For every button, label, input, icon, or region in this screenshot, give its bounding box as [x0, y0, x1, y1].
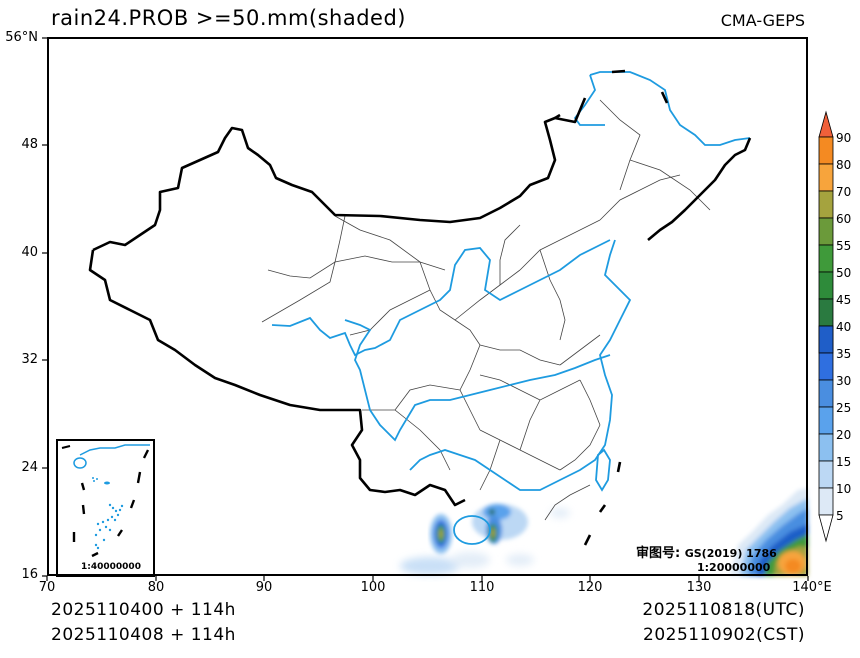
- colorbar-label-50: 50: [836, 266, 852, 280]
- x-tick-70: 70: [38, 580, 56, 595]
- colorbar-label-5: 5: [836, 509, 844, 523]
- model-source-label: CMA-GEPS: [720, 11, 805, 30]
- y-tick-32: 32: [21, 352, 38, 367]
- x-tick-80: 80: [147, 580, 165, 595]
- colorbar-label-60: 60: [836, 212, 852, 226]
- x-tick-90: 90: [255, 580, 273, 595]
- colorbar-label-30: 30: [836, 374, 852, 388]
- colorbar-label-35: 35: [836, 347, 852, 361]
- y-tick-56: 56°N: [5, 30, 38, 45]
- map-approval-number: 审图号: GS(2019) 1786: [636, 542, 777, 561]
- approval-code: GS(2019) 1786: [684, 547, 777, 560]
- map-frame: [47, 37, 808, 576]
- y-tick-40: 40: [21, 245, 38, 260]
- colorbar: [818, 110, 834, 543]
- inset-map-scale: 1:40000000: [81, 562, 141, 572]
- y-tick-24: 24: [21, 460, 38, 475]
- national-boundary: [88, 69, 752, 507]
- x-tick-140: 140°E: [792, 580, 832, 595]
- x-tick-130: 130: [686, 580, 712, 595]
- x-tick-120: 120: [577, 580, 603, 595]
- nine-dash-line: [583, 461, 622, 546]
- colorbar-label-40: 40: [836, 320, 852, 334]
- approval-label: 审图号:: [636, 546, 681, 561]
- colorbar-label-15: 15: [836, 455, 852, 469]
- y-tick-16: 16: [21, 567, 38, 582]
- colorbar-label-10: 10: [836, 482, 852, 496]
- axis-ticks: [42, 37, 809, 581]
- colorbar-label-55: 55: [836, 239, 852, 253]
- x-tick-100: 100: [360, 580, 386, 595]
- main-map-scale: 1:20000000: [697, 561, 771, 574]
- y-tick-48: 48: [21, 137, 38, 152]
- colorbar-label-45: 45: [836, 293, 852, 307]
- colorbar-label-90: 90: [836, 131, 852, 145]
- valid-time-utc: 2025110818(UTC): [642, 600, 805, 620]
- init-time-utc: 2025110400 + 114h: [51, 600, 236, 620]
- colorbar-label-80: 80: [836, 158, 852, 172]
- chart-title: rain24.PROB >=50.mm(shaded): [51, 6, 406, 30]
- colorbar-label-20: 20: [836, 428, 852, 442]
- colorbar-label-25: 25: [836, 401, 852, 415]
- colorbar-label-70: 70: [836, 185, 852, 199]
- probability-shading: [400, 488, 808, 576]
- inset-map: [56, 439, 155, 577]
- x-tick-110: 110: [469, 580, 495, 595]
- init-time-cst: 2025110408 + 114h: [51, 625, 236, 645]
- valid-time-cst: 2025110902(CST): [643, 625, 805, 645]
